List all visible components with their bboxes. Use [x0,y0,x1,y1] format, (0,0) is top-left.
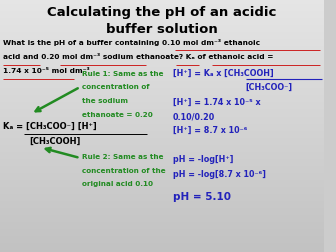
Text: What is the pH of a buffer containing 0.10 mol dm⁻³ ethanoic: What is the pH of a buffer containing 0.… [3,39,260,46]
Text: acid and 0.20 mol dm⁻³ sodium ethanoate? Kₐ of ethanoic acid =: acid and 0.20 mol dm⁻³ sodium ethanoate?… [3,54,274,60]
Text: Rule 1: Same as the: Rule 1: Same as the [82,71,164,77]
Text: [H⁺] = Kₐ x [CH₃COOH]: [H⁺] = Kₐ x [CH₃COOH] [173,69,274,78]
Text: [CH₃COOH]: [CH₃COOH] [29,137,81,146]
Text: pH = 5.10: pH = 5.10 [173,192,231,202]
Text: 1.74 x 10⁻⁵ mol dm⁻³: 1.74 x 10⁻⁵ mol dm⁻³ [3,68,90,74]
Text: [CH₃COO⁻]: [CH₃COO⁻] [246,82,293,91]
Text: pH = -log[H⁺]: pH = -log[H⁺] [173,155,234,164]
Text: original acid 0.10: original acid 0.10 [82,181,154,187]
Text: Kₐ = [CH₃COO⁻] [H⁺]: Kₐ = [CH₃COO⁻] [H⁺] [3,121,97,131]
Text: [H⁺] = 8.7 x 10⁻⁶: [H⁺] = 8.7 x 10⁻⁶ [173,126,247,135]
Text: 0.10/0.20: 0.10/0.20 [173,112,215,121]
Text: pH = -log[8.7 x 10⁻⁶]: pH = -log[8.7 x 10⁻⁶] [173,170,266,179]
Text: ethanoate = 0.20: ethanoate = 0.20 [82,112,153,118]
Text: Calculating the pH of an acidic: Calculating the pH of an acidic [47,6,277,19]
Text: concentration of the: concentration of the [82,168,166,174]
Text: concentration of: concentration of [82,84,150,90]
Text: [H⁺] = 1.74 x 10⁻⁵ x: [H⁺] = 1.74 x 10⁻⁵ x [173,98,261,107]
Text: Rule 2: Same as the: Rule 2: Same as the [82,154,164,160]
Text: the sodium: the sodium [82,98,128,104]
Text: buffer solution: buffer solution [106,23,218,36]
